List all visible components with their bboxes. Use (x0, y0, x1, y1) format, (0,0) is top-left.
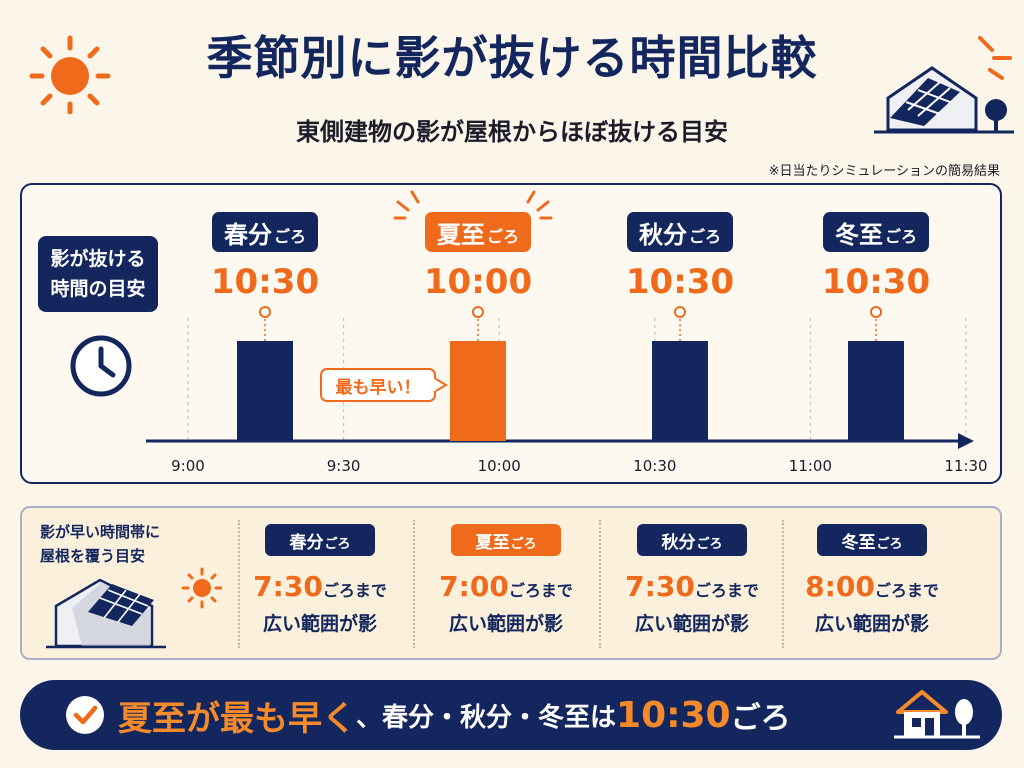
summary-text: 夏至が最も早く 、春分・秋分・冬至は 10:30 ごろ (118, 680, 791, 750)
morning-shadow-title: 影が早い時間帯に 屋根を覆う目安 (40, 520, 160, 568)
season-name: 冬至 (834, 220, 883, 249)
shadow-until-suffix: ごろまで (322, 581, 387, 600)
morning-shadow-title-line-2: 屋根を覆う目安 (40, 547, 146, 565)
page-title: 季節別に影が抜ける時間比較 (206, 31, 818, 85)
season-name: 秋分 (638, 220, 687, 249)
earliest-callout-text: 最も早い！ (335, 377, 421, 398)
season-label-1: 夏至 ごろ 10:00 (398, 212, 558, 302)
simulation-note: ※日当たりシミュレーションの簡易結果 (768, 164, 1000, 179)
season-pill: 冬至 ごろ (822, 212, 929, 252)
bar-value-label: 10:30 (625, 262, 735, 302)
legend-line-2: 時間の目安 (50, 278, 146, 300)
shadow-until-suffix: ごろまで (508, 581, 573, 600)
house-shadow-icon (46, 567, 222, 649)
season-suffix: ごろ (688, 227, 721, 246)
season-label-3: 冬至 ごろ 10:30 (796, 212, 956, 302)
season-pill: 秋分 ごろ (626, 212, 733, 252)
shadow-until-time: 7:00 (439, 570, 509, 603)
season-name: 夏至 (436, 220, 485, 249)
column-divider (782, 520, 784, 648)
house-icon (894, 690, 980, 739)
clock-icon (70, 335, 132, 397)
season-label-2: 秋分 ごろ 10:30 (600, 212, 760, 302)
shadow-until-time: 8:00 (805, 570, 875, 603)
callout-pointer (434, 376, 448, 394)
tree-icon (985, 99, 1007, 132)
season-pill: 夏至 ごろ (424, 212, 531, 252)
season-name: 秋分 (661, 532, 696, 553)
season-pill: 夏至 ごろ (451, 524, 561, 556)
season-pill: 春分 ごろ (211, 212, 318, 252)
page-subtitle: 東側建物の影が屋根からほぼ抜ける目安 (296, 118, 728, 146)
season-suffix: ごろ (324, 536, 351, 552)
sun-icon (29, 35, 111, 114)
season-suffix: ごろ (884, 227, 917, 246)
summary-banner (20, 680, 1002, 750)
column-divider (238, 520, 240, 648)
column-divider (599, 520, 601, 648)
shadow-until-time: 7:30 (253, 570, 323, 603)
earliest-callout: 最も早い！ (320, 368, 436, 402)
house-solar-icon (874, 36, 1014, 134)
shadow-desc: 広い範囲が影 (262, 613, 377, 635)
shadow-until-suffix: ごろまで (874, 581, 939, 600)
bar-value-label: 10:30 (821, 262, 931, 302)
legend-line-1: 影が抜ける (50, 248, 146, 270)
bar-value-label: 10:30 (210, 262, 320, 302)
morning-shadow-item: 秋分 ごろ 7:30ごろまで広い範囲が影 (602, 520, 782, 650)
morning-shadow-item: 春分 ごろ 7:30ごろまで広い範囲が影 (230, 520, 410, 650)
summary-part-3: 10:30 (616, 694, 731, 736)
morning-shadow-item: 冬至 ごろ 8:00ごろまで広い範囲が影 (782, 520, 962, 650)
season-suffix: ごろ (876, 536, 903, 552)
shadow-until-suffix: ごろまで (694, 581, 759, 600)
tree-icon (955, 699, 973, 736)
season-name: 夏至 (475, 532, 510, 553)
morning-shadow-item: 夏至 ごろ 7:00ごろまで広い範囲が影 (416, 520, 596, 650)
season-suffix: ごろ (510, 536, 537, 552)
season-name: 冬至 (841, 532, 876, 553)
season-name: 春分 (223, 220, 272, 249)
shadow-desc: 広い範囲が影 (814, 613, 929, 635)
column-divider (413, 520, 415, 648)
shadow-desc: 広い範囲が影 (634, 613, 749, 635)
small-sun-icon (181, 567, 222, 609)
season-label-0: 春分 ごろ 10:30 (185, 212, 345, 302)
season-pill: 秋分 ごろ (637, 524, 747, 556)
season-pill: 春分 ごろ (265, 524, 375, 556)
season-suffix: ごろ (696, 536, 723, 552)
summary-part-1: 夏至が最も早く (118, 698, 356, 739)
shadow-desc: 広い範囲が影 (448, 613, 563, 635)
season-pill: 冬至 ごろ (817, 524, 927, 556)
summary-part-4: ごろ (730, 701, 791, 736)
bar-value-label: 10:00 (423, 262, 533, 302)
season-name: 春分 (289, 532, 324, 553)
chart-legend-box: 影が抜ける 時間の目安 (38, 236, 158, 312)
morning-shadow-title-line-1: 影が早い時間帯に (40, 523, 161, 541)
summary-part-2: 、春分・秋分・冬至は (356, 702, 617, 733)
shadow-until-time: 7:30 (625, 570, 695, 603)
season-suffix: ごろ (486, 227, 519, 246)
season-suffix: ごろ (273, 227, 306, 246)
check-icon (66, 696, 104, 734)
